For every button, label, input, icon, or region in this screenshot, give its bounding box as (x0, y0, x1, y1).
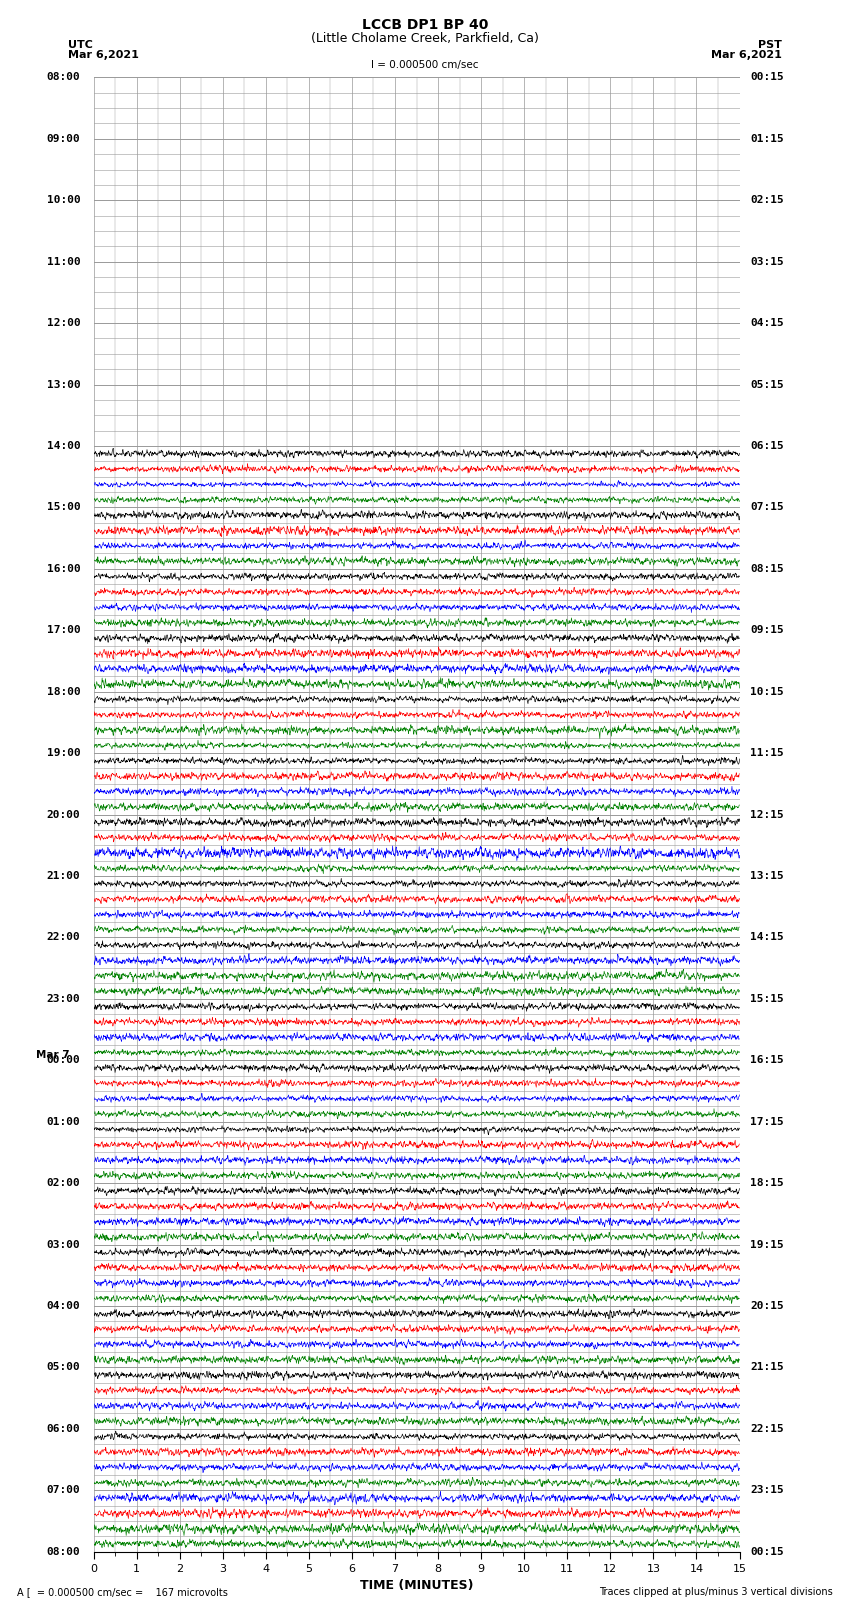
Text: 11:00: 11:00 (47, 256, 81, 266)
Text: Traces clipped at plus/minus 3 vertical divisions: Traces clipped at plus/minus 3 vertical … (599, 1587, 833, 1597)
Text: 07:00: 07:00 (47, 1486, 81, 1495)
Text: 14:15: 14:15 (751, 932, 784, 942)
Text: 21:15: 21:15 (751, 1363, 784, 1373)
Text: 10:15: 10:15 (751, 687, 784, 697)
Text: 01:00: 01:00 (47, 1116, 81, 1127)
Text: 23:00: 23:00 (47, 994, 81, 1003)
Text: Mar 6,2021: Mar 6,2021 (68, 50, 139, 60)
Text: 14:00: 14:00 (47, 440, 81, 452)
Text: 04:00: 04:00 (47, 1302, 81, 1311)
Text: 06:15: 06:15 (751, 440, 784, 452)
Text: 11:15: 11:15 (751, 748, 784, 758)
Text: 02:15: 02:15 (751, 195, 784, 205)
X-axis label: TIME (MINUTES): TIME (MINUTES) (360, 1579, 473, 1592)
Text: 13:15: 13:15 (751, 871, 784, 881)
Text: 23:15: 23:15 (751, 1486, 784, 1495)
Text: 21:00: 21:00 (47, 871, 81, 881)
Text: 22:15: 22:15 (751, 1424, 784, 1434)
Text: 13:00: 13:00 (47, 379, 81, 390)
Text: 05:00: 05:00 (47, 1363, 81, 1373)
Text: 15:15: 15:15 (751, 994, 784, 1003)
Text: 09:00: 09:00 (47, 134, 81, 144)
Text: 20:00: 20:00 (47, 810, 81, 819)
Text: (Little Cholame Creek, Parkfield, Ca): (Little Cholame Creek, Parkfield, Ca) (311, 32, 539, 45)
Text: 00:00: 00:00 (47, 1055, 81, 1065)
Text: PST: PST (758, 40, 782, 50)
Text: 16:00: 16:00 (47, 565, 81, 574)
Text: 00:15: 00:15 (751, 73, 784, 82)
Text: 20:15: 20:15 (751, 1302, 784, 1311)
Text: 15:00: 15:00 (47, 502, 81, 513)
Text: 17:00: 17:00 (47, 626, 81, 636)
Text: 08:00: 08:00 (47, 1547, 81, 1557)
Text: 05:15: 05:15 (751, 379, 784, 390)
Text: 06:00: 06:00 (47, 1424, 81, 1434)
Text: 09:15: 09:15 (751, 626, 784, 636)
Text: LCCB DP1 BP 40: LCCB DP1 BP 40 (362, 18, 488, 32)
Text: 16:15: 16:15 (751, 1055, 784, 1065)
Text: 18:00: 18:00 (47, 687, 81, 697)
Text: 12:00: 12:00 (47, 318, 81, 327)
Text: 10:00: 10:00 (47, 195, 81, 205)
Text: 01:15: 01:15 (751, 134, 784, 144)
Text: 12:15: 12:15 (751, 810, 784, 819)
Text: UTC: UTC (68, 40, 93, 50)
Text: 03:15: 03:15 (751, 256, 784, 266)
Text: 19:00: 19:00 (47, 748, 81, 758)
Text: 08:15: 08:15 (751, 565, 784, 574)
Text: 22:00: 22:00 (47, 932, 81, 942)
Text: 07:15: 07:15 (751, 502, 784, 513)
Text: 08:00: 08:00 (47, 73, 81, 82)
Text: Mar 6,2021: Mar 6,2021 (711, 50, 782, 60)
Text: 03:00: 03:00 (47, 1239, 81, 1250)
Text: 17:15: 17:15 (751, 1116, 784, 1127)
Text: 18:15: 18:15 (751, 1177, 784, 1189)
Text: 04:15: 04:15 (751, 318, 784, 327)
Text: 00:15: 00:15 (751, 1547, 784, 1557)
Text: 19:15: 19:15 (751, 1239, 784, 1250)
Text: I = 0.000500 cm/sec: I = 0.000500 cm/sec (371, 60, 479, 69)
Text: Mar 7: Mar 7 (37, 1050, 70, 1060)
Text: A [  = 0.000500 cm/sec =    167 microvolts: A [ = 0.000500 cm/sec = 167 microvolts (17, 1587, 228, 1597)
Text: 02:00: 02:00 (47, 1177, 81, 1189)
